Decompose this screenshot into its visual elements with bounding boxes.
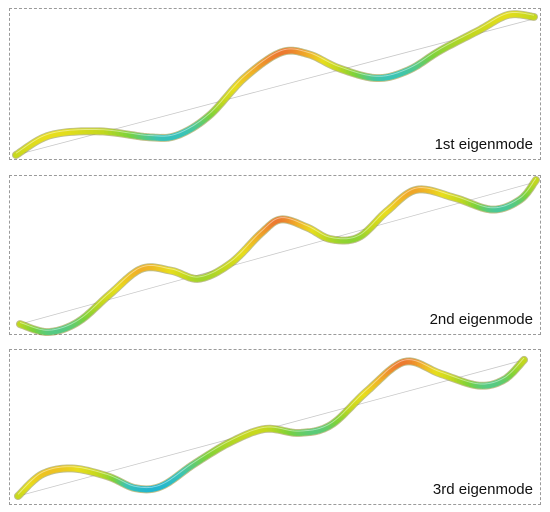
eigenmode-1-label: 1st eigenmode [432,135,535,155]
deformed-beam-2 [15,176,540,336]
deformed-beam-3 [13,355,529,501]
eigenmode-panel-3: 3rd eigenmode [9,349,541,505]
eigenmode-2-label: 2nd eigenmode [427,310,535,330]
beam-flange-highlight [19,177,537,331]
beam-flange-highlight [17,357,525,495]
beam-segment [532,176,540,184]
eigenmode-2-shape [15,176,540,336]
eigenmode-panel-2: 2nd eigenmode [9,175,541,336]
eigenmode-3-label: 3rd eigenmode [430,480,535,500]
eigenmode-3-shape [13,355,529,501]
beam-segment [520,356,528,364]
beam-flange-highlight [15,11,535,154]
eigenmode-1-shape [11,10,539,159]
deformed-beam-1 [11,10,539,159]
eigenmode-panel-1: 1st eigenmode [9,8,541,160]
